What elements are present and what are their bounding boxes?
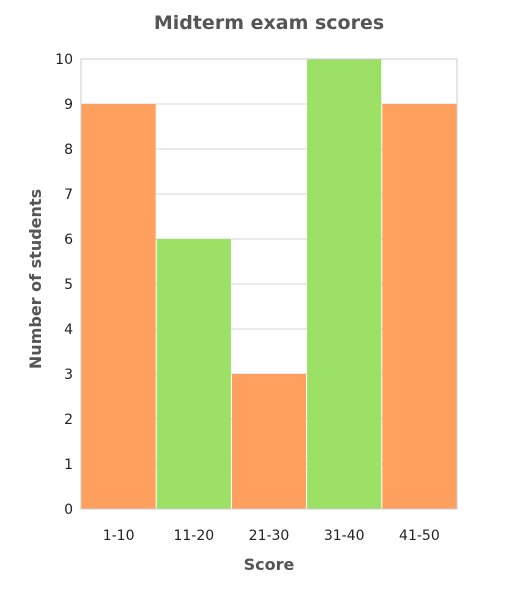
- y-tick-label: 2: [64, 412, 73, 428]
- x-tick-label: 1-10: [103, 528, 135, 544]
- y-tick-labels: 0 1 2 3 4 5 6 7 8 9 10: [55, 52, 73, 518]
- y-tick-label: 0: [64, 502, 73, 518]
- bars: [81, 59, 457, 509]
- y-tick-label: 10: [55, 52, 73, 68]
- y-tick-label: 1: [64, 457, 73, 473]
- plot-frame: [80, 58, 458, 510]
- y-tick-label: 8: [64, 142, 73, 158]
- y-tick-label: 7: [64, 187, 73, 203]
- chart-title: Midterm exam scores: [154, 12, 384, 34]
- bar-1-10: [81, 104, 156, 509]
- y-tick-label: 5: [64, 277, 73, 293]
- bar-11-20: [156, 239, 231, 509]
- y-tick-label: 3: [64, 367, 73, 383]
- bar-31-40: [307, 59, 382, 509]
- y-axis-label: Number of students: [26, 189, 45, 369]
- x-tick-label: 31-40: [324, 528, 365, 544]
- bar-21-30: [231, 374, 307, 509]
- x-tick-label: 11-20: [173, 528, 214, 544]
- x-axis-label: Score: [244, 555, 295, 574]
- y-tick-label: 4: [64, 322, 73, 338]
- x-tick-label: 41-50: [399, 528, 440, 544]
- y-tick-label: 6: [64, 232, 73, 248]
- x-tick-label: 21-30: [249, 528, 290, 544]
- y-tick-label: 9: [64, 97, 73, 113]
- x-tick-labels: 1-10 11-20 21-30 31-40 41-50: [103, 528, 440, 544]
- bar-41-50: [382, 104, 457, 509]
